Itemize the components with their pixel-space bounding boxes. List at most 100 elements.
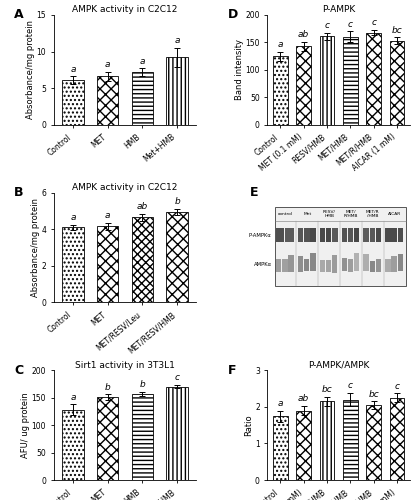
- Text: a: a: [104, 60, 110, 70]
- Bar: [353, 228, 358, 242]
- Text: ab: ab: [297, 30, 309, 39]
- Bar: [363, 254, 368, 272]
- Y-axis label: Absorbance/mg protein: Absorbance/mg protein: [31, 198, 40, 297]
- Text: bc: bc: [321, 386, 332, 394]
- Text: MET/R
/HMB: MET/R /HMB: [365, 210, 379, 218]
- Y-axis label: AFU/ ug protein: AFU/ ug protein: [21, 392, 30, 458]
- Text: ab: ab: [297, 394, 309, 404]
- Text: B: B: [14, 186, 24, 199]
- Bar: [166, 58, 188, 124]
- Text: D: D: [227, 8, 237, 22]
- Bar: [62, 410, 83, 480]
- Bar: [375, 258, 380, 272]
- Bar: [62, 228, 83, 302]
- Bar: [342, 37, 357, 124]
- Bar: [366, 32, 380, 124]
- Bar: [275, 228, 284, 242]
- Title: AMPK activity in C2C12: AMPK activity in C2C12: [72, 5, 177, 14]
- Bar: [397, 228, 402, 242]
- Text: b: b: [104, 382, 110, 392]
- Text: a: a: [70, 392, 76, 402]
- Bar: [97, 226, 118, 302]
- Bar: [353, 254, 358, 271]
- Text: b: b: [139, 380, 145, 389]
- Bar: [310, 228, 315, 242]
- Bar: [274, 207, 405, 286]
- Bar: [366, 405, 380, 480]
- Y-axis label: Band intensity: Band intensity: [234, 40, 243, 100]
- Bar: [304, 228, 309, 242]
- Text: c: c: [324, 22, 329, 30]
- Title: AMPK activity in C2C12: AMPK activity in C2C12: [72, 183, 177, 192]
- Bar: [297, 256, 302, 272]
- Bar: [296, 46, 310, 124]
- Bar: [273, 56, 287, 124]
- Bar: [273, 416, 287, 480]
- Bar: [275, 258, 281, 272]
- Bar: [319, 402, 333, 480]
- Text: c: c: [174, 374, 179, 382]
- Title: Sirt1 activity in 3T3L1: Sirt1 activity in 3T3L1: [75, 360, 175, 370]
- Text: c: c: [394, 382, 399, 390]
- Bar: [319, 228, 325, 242]
- Bar: [131, 394, 153, 480]
- Bar: [325, 228, 330, 242]
- Bar: [389, 41, 403, 124]
- Bar: [166, 387, 188, 480]
- Text: MET/
R/HMB: MET/ R/HMB: [343, 210, 357, 218]
- Text: AMPKα: AMPKα: [253, 262, 271, 266]
- Y-axis label: Absorbance/mg protein: Absorbance/mg protein: [26, 20, 35, 119]
- Text: A: A: [14, 8, 24, 22]
- Text: a: a: [174, 36, 179, 45]
- Title: P-AMPK/AMPK: P-AMPK/AMPK: [307, 360, 368, 370]
- Text: F: F: [227, 364, 235, 377]
- Bar: [285, 228, 293, 242]
- Bar: [310, 253, 315, 270]
- Bar: [375, 228, 380, 242]
- Bar: [391, 256, 396, 272]
- Bar: [297, 228, 303, 242]
- Bar: [385, 259, 389, 272]
- Bar: [325, 260, 330, 272]
- Text: RESV/
HMB: RESV/ HMB: [322, 210, 335, 218]
- Bar: [369, 260, 374, 272]
- Text: a: a: [277, 40, 282, 49]
- Text: AICAR: AICAR: [387, 212, 400, 216]
- Bar: [131, 218, 153, 302]
- Title: P-AMPK: P-AMPK: [321, 5, 354, 14]
- Bar: [331, 256, 337, 272]
- Bar: [397, 254, 402, 270]
- Bar: [319, 260, 324, 272]
- Text: a: a: [70, 213, 76, 222]
- Y-axis label: Ratio: Ratio: [244, 414, 253, 436]
- Text: control: control: [277, 212, 292, 216]
- Bar: [342, 400, 357, 480]
- Bar: [97, 76, 118, 124]
- Text: a: a: [104, 212, 110, 220]
- Bar: [363, 228, 368, 242]
- Text: a: a: [139, 56, 145, 66]
- Text: b: b: [174, 198, 180, 206]
- Text: a: a: [70, 64, 76, 74]
- Text: bc: bc: [368, 390, 378, 398]
- Text: bc: bc: [391, 26, 401, 35]
- Bar: [331, 228, 337, 242]
- Bar: [97, 397, 118, 480]
- Bar: [391, 228, 396, 242]
- Bar: [296, 410, 310, 480]
- Text: P-AMPKα: P-AMPKα: [248, 233, 271, 238]
- Text: C: C: [14, 364, 23, 377]
- Text: a: a: [277, 399, 282, 408]
- Bar: [304, 259, 309, 272]
- Text: c: c: [347, 20, 352, 28]
- Bar: [341, 258, 346, 272]
- Text: ab: ab: [136, 202, 148, 211]
- Bar: [131, 72, 153, 124]
- Bar: [385, 228, 390, 242]
- Bar: [288, 255, 293, 272]
- Bar: [347, 228, 352, 242]
- Text: Met: Met: [302, 212, 311, 216]
- Bar: [389, 398, 403, 480]
- Bar: [282, 259, 287, 272]
- Bar: [62, 80, 83, 124]
